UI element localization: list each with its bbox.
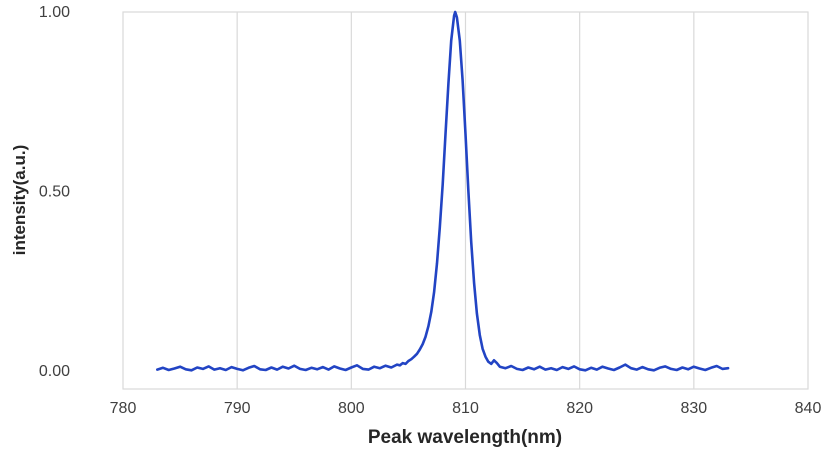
x-tick-label-810: 810 bbox=[452, 400, 479, 417]
x-tick-label-790: 790 bbox=[224, 400, 251, 417]
x-tick-label-840: 840 bbox=[795, 400, 822, 417]
spectrum-line bbox=[156, 10, 730, 372]
y-axis-title: intensity(a.u.) bbox=[10, 144, 29, 256]
x-tick-label-780: 780 bbox=[110, 400, 137, 417]
y-tick-label-1.00: 1.00 bbox=[39, 4, 70, 21]
x-axis-title: Peak wavelength(nm) bbox=[367, 427, 563, 448]
x-tick-label-800: 800 bbox=[338, 400, 365, 417]
y-tick-label-0.00: 0.00 bbox=[39, 363, 70, 380]
x-tick-label-830: 830 bbox=[680, 400, 707, 417]
x-tick-label-820: 820 bbox=[566, 400, 593, 417]
y-tick-label-0.50: 0.50 bbox=[39, 184, 70, 201]
